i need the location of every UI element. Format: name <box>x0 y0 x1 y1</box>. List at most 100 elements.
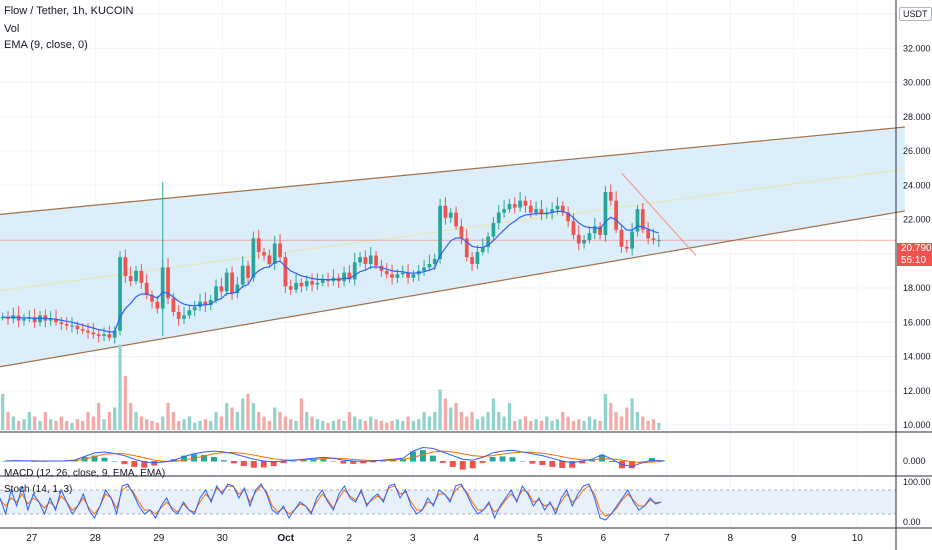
volume-bar <box>486 412 490 430</box>
macd-histogram-bar <box>529 461 536 464</box>
volume-bar <box>358 419 362 430</box>
y-tick-label: 22.000 <box>903 215 931 225</box>
candle-body <box>283 257 288 287</box>
candle-body <box>256 238 261 253</box>
candle-body <box>374 255 378 266</box>
x-tick-label: 9 <box>791 533 797 544</box>
candle-body <box>384 270 389 275</box>
volume-bar <box>582 421 586 430</box>
candle-body <box>646 229 650 239</box>
candle-body <box>347 272 352 280</box>
volume-bar <box>246 394 250 430</box>
x-tick-label: Oct <box>277 533 294 544</box>
volume-bar <box>65 421 69 430</box>
candle-body <box>240 265 245 285</box>
volume-bar <box>171 412 175 430</box>
volume-bar <box>475 419 480 430</box>
volume-bar <box>321 421 325 430</box>
candle-body <box>214 286 218 300</box>
macd-histogram-bar <box>439 461 446 463</box>
y-axis: 34.00032.00030.00028.00026.00024.00022.0… <box>903 9 931 527</box>
candle-body <box>203 301 208 306</box>
macd-histogram-bar <box>410 451 416 462</box>
volume-bar <box>257 412 261 430</box>
volume-bar <box>427 416 432 430</box>
candle-body <box>96 334 101 336</box>
candle-body <box>390 274 394 278</box>
candle-body <box>262 252 266 256</box>
y-tick-label: 26.000 <box>903 146 931 156</box>
candle-body <box>176 311 181 319</box>
volume-bar <box>411 421 416 430</box>
candle-body <box>651 238 656 241</box>
candle-body <box>443 205 448 218</box>
volume-bar <box>283 416 287 430</box>
volume-bar <box>465 416 469 430</box>
macd-pane <box>1 446 665 470</box>
candle-body <box>582 240 586 244</box>
currency-badge[interactable]: USDT <box>899 7 932 21</box>
volume-bars <box>1 344 661 430</box>
x-tick-label: 27 <box>26 533 38 544</box>
volume-bar <box>406 416 410 430</box>
macd-tick-label: 0.000 <box>903 456 926 466</box>
candle-body <box>619 229 624 247</box>
candle-body <box>59 322 64 324</box>
candle-body <box>272 243 277 265</box>
candle-body <box>470 257 474 265</box>
volume-bar <box>651 419 656 430</box>
macd-histogram-bar <box>599 454 606 462</box>
candle-body <box>459 226 464 239</box>
x-tick-label: 6 <box>600 533 606 544</box>
macd-histogram-bar <box>479 461 486 463</box>
candles <box>0 181 661 344</box>
volume-bar <box>539 421 544 430</box>
volume-bar <box>438 389 442 430</box>
volume-bar <box>273 407 277 430</box>
macd-histogram-bar <box>91 455 98 462</box>
macd-histogram-bar <box>628 461 635 469</box>
macd-histogram-bar <box>270 461 277 467</box>
volume-bar <box>155 422 159 430</box>
candle-body <box>235 284 240 294</box>
volume-bar <box>43 412 47 430</box>
volume-bar <box>422 412 426 430</box>
macd-histogram-bar <box>220 460 227 462</box>
candle-body <box>112 330 117 338</box>
volume-bar <box>11 416 15 430</box>
candle-body <box>91 332 96 335</box>
candle-body <box>86 330 90 333</box>
volume-bar <box>577 419 581 430</box>
volume-bar <box>587 416 592 430</box>
macd-histogram-bar <box>429 455 436 462</box>
volume-bar <box>278 412 282 430</box>
candle-body <box>411 274 416 278</box>
volume-bar <box>123 376 127 430</box>
volume-bar <box>449 407 453 430</box>
candle-body <box>48 318 53 321</box>
volume-bar <box>347 412 351 430</box>
candle-body <box>139 270 144 283</box>
macd-histogram-bar <box>310 459 317 462</box>
macd-histogram-bar <box>400 459 407 462</box>
volume-bar <box>417 419 421 430</box>
macd-histogram-bar <box>340 461 347 464</box>
volume-bar <box>507 403 512 430</box>
macd-histogram-bar <box>320 459 327 462</box>
volume-bar <box>619 416 624 430</box>
candle-body <box>219 286 224 292</box>
volume-bar <box>502 416 506 430</box>
ema-legend: EMA (9, close, 0) <box>4 39 88 51</box>
macd-histogram-bar <box>559 461 566 468</box>
candle-body <box>592 226 597 234</box>
candle-body <box>486 236 490 247</box>
volume-bar <box>331 421 335 430</box>
volume-bar <box>513 421 517 430</box>
macd-histogram-bar <box>111 461 118 462</box>
macd-histogram-bar <box>469 461 476 469</box>
candle-body <box>38 315 42 323</box>
candle-body <box>22 318 26 321</box>
candle-body <box>299 282 304 287</box>
